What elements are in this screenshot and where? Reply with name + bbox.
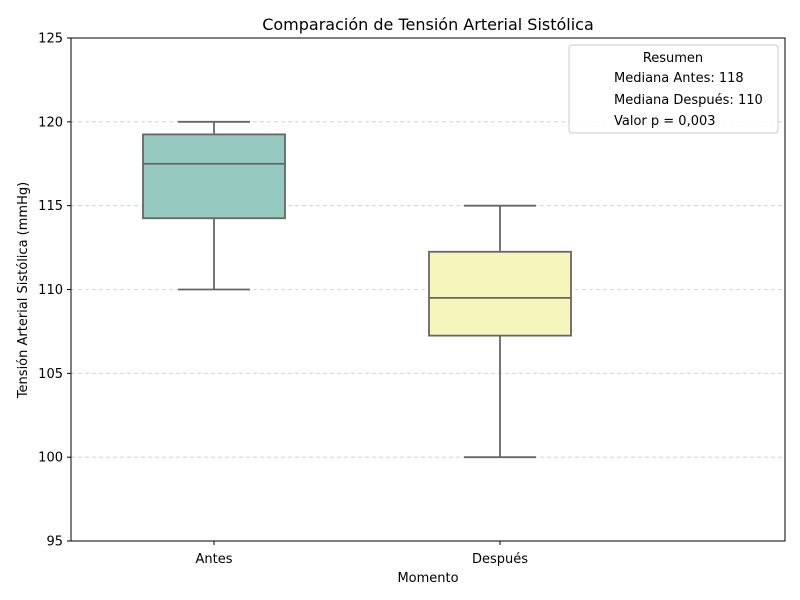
y-tick-label: 95 — [46, 535, 63, 550]
box-despues — [428, 204, 572, 459]
box-antes — [142, 120, 286, 291]
x-tick-label: Después — [472, 552, 528, 567]
y-tick-label: 100 — [38, 451, 63, 466]
legend-box — [568, 44, 779, 134]
chart-title: Comparación de Tensión Arterial Sistólic… — [262, 15, 594, 34]
iqr-box — [142, 133, 286, 220]
legend-entry-median-before: Mediana Antes: 118 — [614, 71, 744, 86]
y-tick-label: 125 — [38, 32, 63, 47]
y-tick-label: 105 — [38, 367, 63, 382]
boxes — [142, 120, 572, 459]
y-tick-label: 115 — [38, 199, 63, 214]
y-tick-label: 120 — [38, 115, 63, 130]
y-axis-label: Tensión Arterial Sistólica (mmHg) — [16, 182, 31, 399]
legend-entry-p-value: Valor p = 0,003 — [614, 114, 716, 129]
legend-title: Resumen — [643, 51, 703, 66]
y-axis-ticks: 95 100 105 110 115 120 125 — [38, 32, 71, 550]
x-axis-label: Momento — [397, 571, 458, 586]
x-tick-label: Antes — [195, 552, 232, 567]
legend-entry-median-after: Mediana Después: 110 — [614, 93, 763, 108]
iqr-box — [428, 250, 572, 337]
y-tick-label: 110 — [38, 283, 63, 298]
x-axis-ticks: Antes Después — [195, 541, 528, 567]
legend: Resumen Mediana Antes: 118 Mediana Despu… — [568, 44, 779, 134]
